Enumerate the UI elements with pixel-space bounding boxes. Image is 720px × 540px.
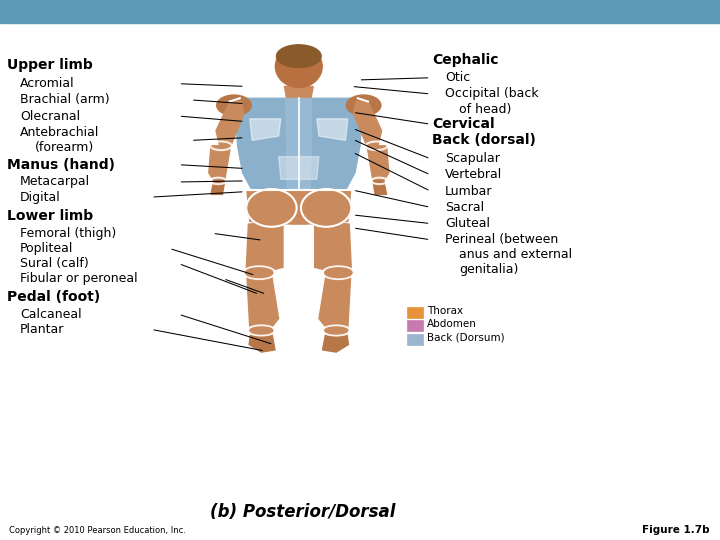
Ellipse shape [243, 266, 275, 280]
Text: Metacarpal: Metacarpal [20, 176, 90, 188]
Ellipse shape [247, 325, 276, 336]
Ellipse shape [246, 268, 273, 278]
Text: Thorax: Thorax [427, 306, 463, 315]
Polygon shape [216, 102, 244, 147]
Ellipse shape [346, 95, 381, 116]
Text: Abdomen: Abdomen [427, 319, 477, 329]
Polygon shape [235, 98, 362, 190]
Ellipse shape [325, 327, 348, 334]
Ellipse shape [250, 327, 273, 334]
Text: Sural (calf): Sural (calf) [20, 257, 89, 270]
Text: Antebrachial: Antebrachial [20, 126, 99, 139]
Text: Lumbar: Lumbar [445, 185, 492, 198]
Polygon shape [211, 181, 225, 194]
Text: Cervical: Cervical [432, 117, 495, 131]
Text: Copyright © 2010 Pearson Education, Inc.: Copyright © 2010 Pearson Education, Inc. [9, 525, 186, 535]
Text: Vertebral: Vertebral [445, 168, 503, 181]
Text: Acromial: Acromial [20, 77, 75, 90]
Text: Figure 1.7b: Figure 1.7b [642, 524, 709, 535]
Polygon shape [284, 86, 313, 98]
Bar [407, 334, 423, 345]
Text: (forearm): (forearm) [35, 141, 94, 154]
Ellipse shape [301, 188, 351, 227]
Polygon shape [247, 190, 351, 224]
Text: Digital: Digital [20, 191, 61, 204]
Polygon shape [209, 146, 230, 181]
Text: Back (dorsal): Back (dorsal) [432, 133, 536, 147]
Polygon shape [279, 157, 319, 179]
Text: Pedal (foot): Pedal (foot) [7, 290, 101, 304]
Polygon shape [323, 335, 348, 352]
Text: Gluteal: Gluteal [445, 217, 490, 230]
Text: Cephalic: Cephalic [432, 53, 498, 68]
Polygon shape [367, 146, 389, 181]
Text: Perineal (between: Perineal (between [445, 233, 558, 246]
Polygon shape [286, 98, 312, 189]
Text: Scapular: Scapular [445, 152, 500, 165]
Polygon shape [247, 274, 279, 329]
Text: Femoral (thigh): Femoral (thigh) [20, 227, 117, 240]
Polygon shape [317, 119, 348, 140]
Ellipse shape [276, 45, 323, 87]
Text: Upper limb: Upper limb [7, 58, 93, 72]
Bar [407, 320, 423, 331]
Polygon shape [373, 181, 387, 194]
Text: (b) Posterior/Dorsal: (b) Posterior/Dorsal [210, 503, 395, 521]
Polygon shape [319, 274, 351, 329]
Text: Back (Dorsum): Back (Dorsum) [427, 333, 505, 342]
Text: Brachial (arm): Brachial (arm) [20, 93, 109, 106]
Text: genitalia): genitalia) [459, 264, 518, 276]
Polygon shape [246, 221, 283, 271]
Polygon shape [354, 102, 382, 147]
Text: Calcaneal: Calcaneal [20, 308, 82, 321]
Ellipse shape [322, 325, 351, 336]
Text: anus and external: anus and external [459, 248, 572, 261]
Bar [0, 0, 720, 23]
Text: Sacral: Sacral [445, 201, 484, 214]
Text: Lower limb: Lower limb [7, 209, 94, 223]
Text: Occipital (back: Occipital (back [445, 87, 539, 100]
Text: Fibular or peroneal: Fibular or peroneal [20, 272, 138, 285]
Polygon shape [315, 221, 351, 271]
Ellipse shape [325, 268, 352, 278]
Text: Popliteal: Popliteal [20, 242, 73, 255]
Text: Olecranal: Olecranal [20, 110, 81, 123]
Text: Otic: Otic [445, 71, 470, 84]
Text: Manus (hand): Manus (hand) [7, 158, 115, 172]
Bar [407, 307, 423, 318]
Polygon shape [249, 335, 275, 352]
Ellipse shape [323, 266, 354, 280]
Polygon shape [250, 119, 281, 140]
Ellipse shape [217, 95, 251, 116]
Ellipse shape [276, 45, 321, 68]
Text: Plantar: Plantar [20, 323, 65, 336]
Ellipse shape [246, 188, 297, 227]
Text: of head): of head) [459, 103, 512, 116]
